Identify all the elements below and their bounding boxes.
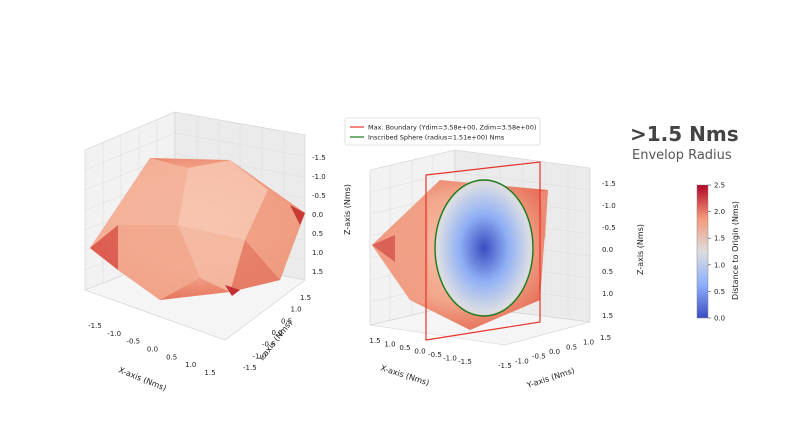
- left-envelope-surface: [90, 158, 305, 300]
- right-x-tick-6: -1.5: [458, 358, 472, 366]
- right-z-tick-6: -1.5: [602, 180, 616, 188]
- left-y-tick-6: 1.5: [300, 294, 311, 302]
- left-x-tick-0: -1.5: [88, 322, 102, 330]
- colorbar-tick-3: 1.5: [714, 235, 725, 243]
- right-y-ticks: -1.5-1.0-0.50.0 0.5 1.0 1.5: [498, 334, 611, 370]
- left-y-ticks: -1.5 -1.0 -0.5 0.0 0.5 1.0 1.5: [243, 294, 311, 372]
- left-x-ticks: -1.5 -1.0 -0.5 0.0 0.5 1.0 1.5: [88, 322, 215, 377]
- right-y-axis-label: Y-axis (Nms): [525, 366, 576, 390]
- colorbar: 0.0 0.5 1.0 1.5 2.0 2.5 Distance to Origin (N…: [696, 182, 740, 323]
- right-x-tick-4: -0.5: [428, 351, 442, 359]
- left-3d-axes: -1.5 -1.0 -0.5 0.0 0.5 1.0 1.5 -1.5 -1.0 -0.5 0.0…: [84, 111, 326, 393]
- right-x-tick-1: 1.0: [384, 341, 395, 349]
- right-x-axis-label: X-axis (Nms): [379, 363, 430, 387]
- inscribed-sphere-surface: [435, 180, 533, 316]
- right-y-tick-3: 0.0: [549, 348, 560, 356]
- right-x-tick-3: 0.0: [414, 348, 425, 356]
- left-z-axis-label: Z-axis (Nms): [343, 184, 352, 235]
- left-y-tick-1: -1.0: [253, 352, 267, 360]
- left-x-tick-5: 1.0: [185, 361, 196, 369]
- left-x-tick-2: -0.5: [126, 338, 140, 346]
- left-x-tick-3: 0.0: [147, 346, 158, 354]
- left-z-tick-5: -1.0: [312, 173, 326, 181]
- right-z-ticks: 1.5 1.0 0.5 0.0 -0.5 -1.0 -1.5: [602, 180, 616, 320]
- left-x-axis-label: X-axis (Nms): [117, 366, 167, 393]
- colorbar-tick-2: 1.0: [714, 261, 725, 269]
- right-z-tick-3: 0.0: [602, 246, 613, 254]
- colorbar-ticks: 0.0 0.5 1.0 1.5 2.0 2.5: [708, 182, 725, 323]
- inscribed-sphere-circle: [434, 179, 534, 317]
- right-z-tick-1: 1.0: [602, 290, 613, 298]
- right-y-tick-0: -1.5: [498, 362, 512, 370]
- legend-box: [344, 117, 541, 146]
- max-boundary-rectangle: [425, 161, 541, 341]
- headline-value: >1.5 Nms: [630, 122, 739, 146]
- left-z-tick-3: 0.0: [312, 211, 323, 219]
- right-y-tick-2: -0.5: [532, 353, 546, 361]
- left-x-tick-1: -1.0: [107, 330, 121, 338]
- left-y-tick-4: 0.5: [281, 317, 292, 325]
- colorbar-tick-1: 0.5: [714, 288, 725, 296]
- right-x-tick-2: 0.5: [399, 344, 410, 352]
- right-x-tick-5: -1.0: [443, 355, 457, 363]
- left-x-tick-6: 1.5: [204, 369, 215, 377]
- right-3d-axes: 1.5 1.0 0.5 0.0 -0.5 -1.0 -1.5 -1.5-1.0-0.50.0…: [343, 149, 645, 390]
- left-z-ticks: 1.5 1.0 0.5 0.0 -0.5 -1.0 -1.5: [312, 154, 326, 276]
- left-z-tick-1: 1.0: [312, 249, 323, 257]
- colorbar-gradient: [696, 184, 709, 319]
- headline-subtitle: Envelop Radius: [632, 148, 732, 163]
- colorbar-tick-0: 0.0: [714, 315, 725, 323]
- left-y-tick-0: -1.5: [243, 364, 257, 372]
- right-y-tick-4: 0.5: [566, 343, 577, 351]
- right-x-tick-0: 1.5: [369, 337, 380, 345]
- right-z-tick-0: 1.5: [602, 312, 613, 320]
- left-x-tick-4: 0.5: [166, 353, 177, 361]
- legend-label-inscribed-sphere: Inscribed Sphere (radius=1.51e+00) Nms: [368, 134, 505, 142]
- right-y-tick-1: -1.0: [515, 357, 529, 365]
- colorbar-label: Distance to Origin (Nms): [731, 201, 740, 300]
- left-y-tick-3: 0.0: [272, 329, 283, 337]
- right-z-axis-label: Z-axis (Nms): [636, 224, 645, 275]
- left-z-tick-2: 0.5: [312, 230, 323, 238]
- left-z-tick-4: -0.5: [312, 192, 326, 200]
- right-z-tick-5: -1.0: [602, 202, 616, 210]
- left-z-tick-0: 1.5: [312, 268, 323, 276]
- right-x-ticks: 1.5 1.0 0.5 0.0 -0.5 -1.0 -1.5: [369, 337, 471, 366]
- colorbar-tick-5: 2.5: [714, 182, 725, 190]
- left-y-tick-5: 1.0: [291, 306, 302, 314]
- legend-label-max-boundary: Max. Boundary (Ydim=3.58e+00, Zdim=3.58e…: [368, 124, 536, 132]
- right-y-tick-6: 1.5: [600, 334, 611, 342]
- left-y-tick-2: -0.5: [262, 341, 276, 349]
- left-z-tick-6: -1.5: [312, 154, 326, 162]
- right-z-tick-4: -0.5: [602, 224, 616, 232]
- right-y-tick-5: 1.0: [583, 339, 594, 347]
- legend: Max. Boundary (Ydim=3.58e+00, Zdim=3.58e…: [344, 117, 541, 146]
- right-z-tick-2: 0.5: [602, 268, 613, 276]
- colorbar-tick-4: 2.0: [714, 208, 725, 216]
